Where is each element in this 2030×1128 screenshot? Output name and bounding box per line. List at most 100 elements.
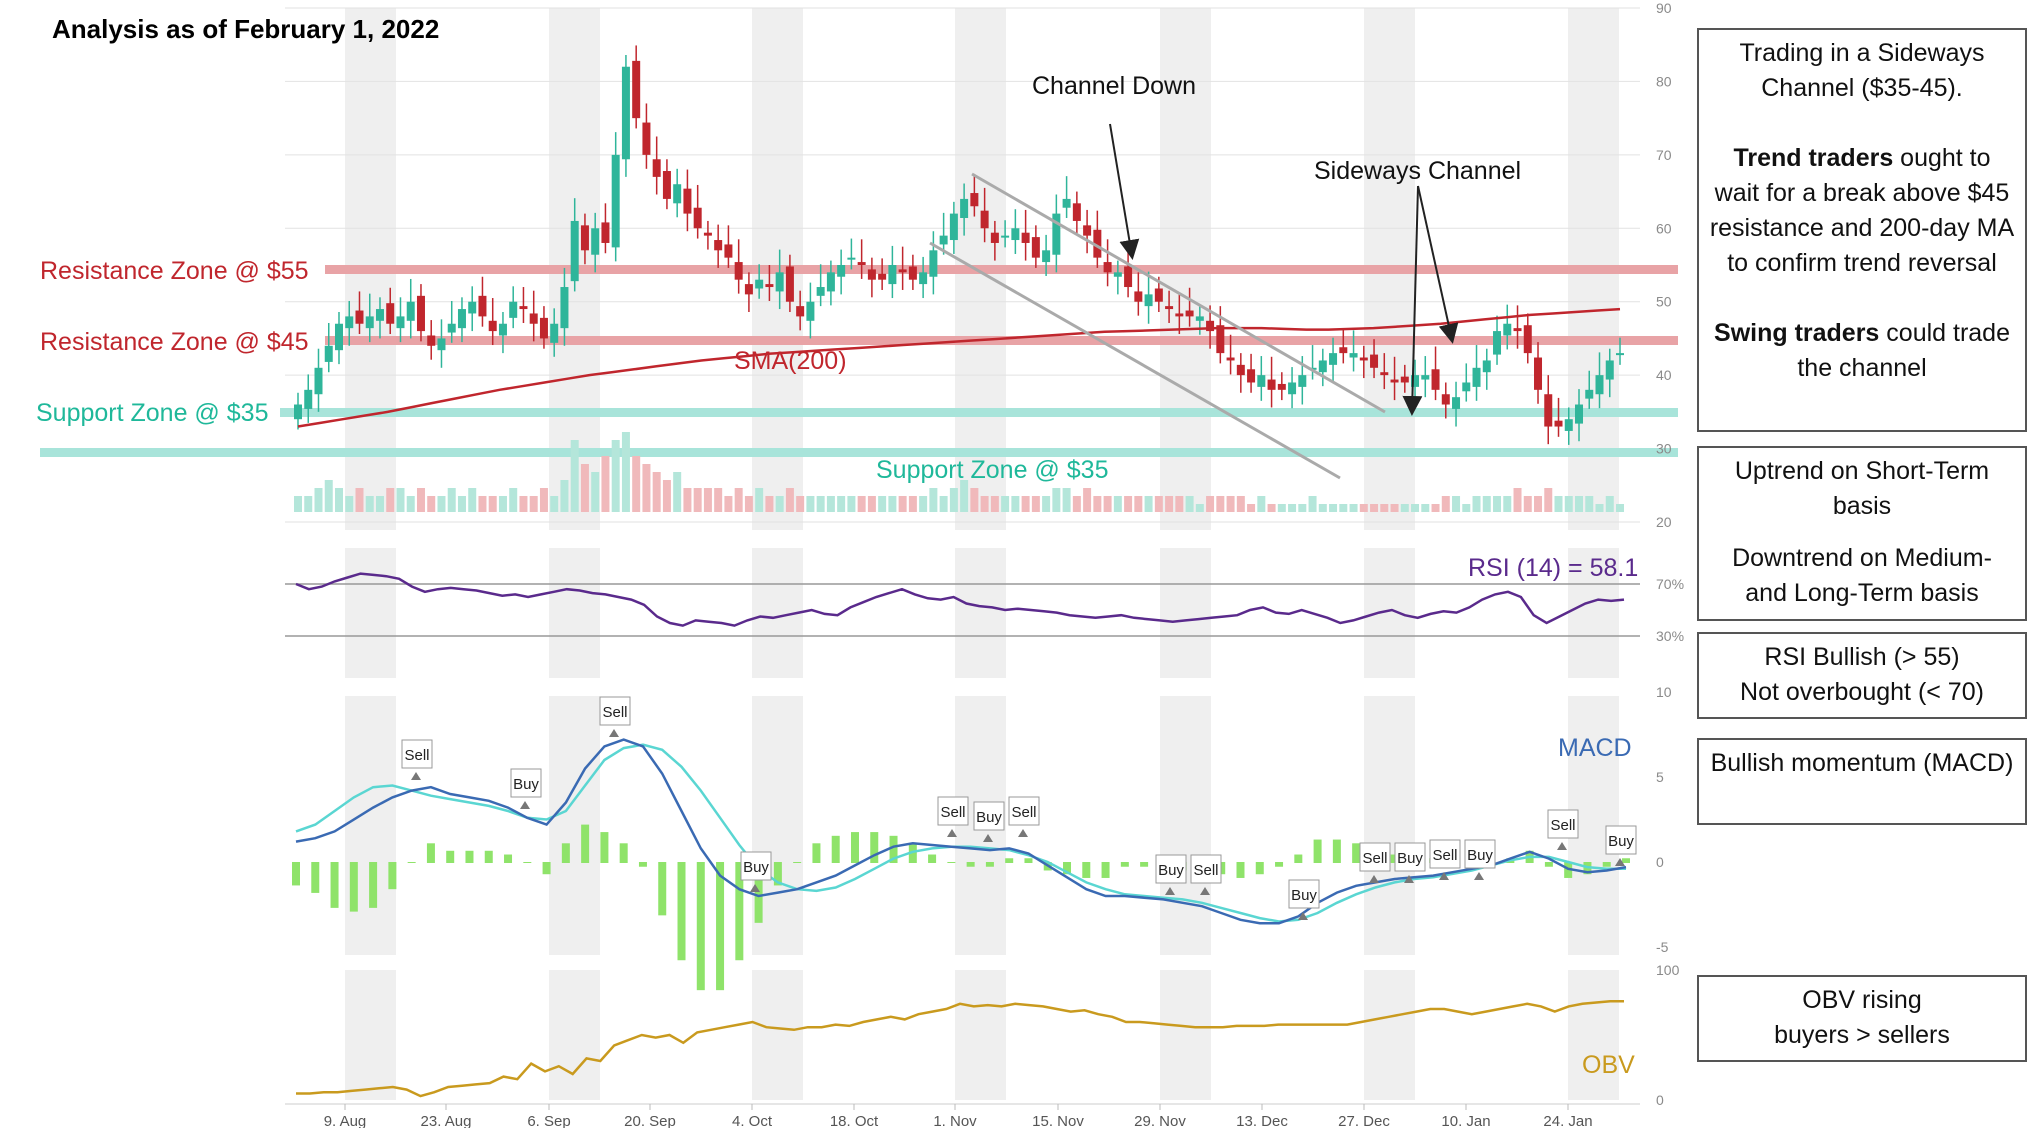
volume-bar	[355, 488, 364, 512]
candle-body	[1257, 375, 1266, 387]
macd-tick-label: 0	[1656, 854, 1664, 870]
candle-body	[1206, 320, 1215, 332]
volume-bar	[1318, 504, 1327, 512]
candle-body	[1595, 375, 1604, 395]
macd-signal-flag: Buy	[1464, 839, 1496, 880]
candle-body	[867, 269, 876, 280]
volume-bar	[1052, 488, 1061, 512]
volume-bar	[468, 488, 477, 512]
candle-body	[365, 316, 374, 329]
flag-marker	[1298, 912, 1308, 920]
flag-marker	[1557, 842, 1567, 850]
candle-body	[1585, 389, 1594, 399]
candle-body	[1175, 313, 1184, 317]
volume-bar	[1329, 504, 1338, 512]
candle-body	[1564, 419, 1573, 431]
volume-bar	[1493, 496, 1502, 512]
candle-body	[406, 301, 415, 321]
candle-body	[724, 244, 733, 258]
candle-body	[550, 323, 559, 343]
price-tick-label: 70	[1656, 147, 1672, 163]
volume-bar	[1441, 496, 1450, 512]
volume-bar	[847, 496, 856, 512]
candle-body	[1031, 237, 1040, 258]
volume-bar	[785, 488, 794, 512]
macd-signal-flag: Sell	[1547, 809, 1579, 850]
volume-bar	[724, 496, 733, 512]
x-tick-label: 27. Dec	[1338, 1113, 1390, 1128]
price-tick-label: 80	[1656, 73, 1672, 89]
volume-bar	[406, 496, 415, 512]
macd-histogram-bar	[1255, 862, 1264, 875]
macd-histogram-bar	[793, 862, 802, 863]
rsi-box: RSI Bullish (> 55) Not overbought (< 70)	[1697, 632, 2027, 719]
candle-body	[1298, 375, 1307, 387]
candle-body	[642, 122, 651, 155]
volume-bar	[755, 488, 764, 512]
channel-down-lower-line	[929, 241, 1341, 480]
sideways-channel-label: Sideways Channel	[1314, 157, 1521, 185]
candle-body	[1462, 382, 1471, 392]
candle-body	[898, 269, 907, 273]
volume-bar	[447, 488, 456, 512]
candle-body	[591, 228, 600, 255]
candle-body	[314, 367, 323, 395]
candle-body	[1134, 291, 1143, 302]
flag-label: Buy	[1291, 887, 1317, 904]
candle-body	[1605, 360, 1614, 380]
volume-bar	[1503, 496, 1512, 512]
volume-bar	[427, 496, 436, 512]
macd-histogram-bar	[850, 832, 859, 863]
volume-bar	[806, 496, 815, 512]
macd-signal-flag: Buy	[973, 801, 1005, 842]
macd-histogram-bar	[581, 824, 590, 863]
macd-signal-flag: Buy	[1155, 854, 1187, 895]
volume-bar	[1277, 504, 1286, 512]
candle-body	[765, 284, 774, 288]
volume-bar	[1226, 496, 1235, 512]
candle-body	[621, 66, 630, 160]
candle-body	[857, 262, 866, 265]
macd-label: MACD	[1558, 734, 1632, 762]
candle-body	[1370, 354, 1379, 368]
macd-histogram-bar	[388, 862, 397, 890]
candle-body	[416, 295, 425, 332]
macd-histogram-bar	[619, 843, 628, 863]
volume-bar	[1072, 496, 1081, 512]
flag-label: Sell	[1432, 847, 1457, 864]
volume-bar	[693, 488, 702, 512]
flag-label: Buy	[1467, 847, 1493, 864]
candle-body	[1052, 213, 1061, 255]
macd-histogram-bar	[928, 854, 937, 863]
candle-body	[1062, 198, 1071, 208]
support-band-35-upper	[280, 408, 1678, 417]
trend-traders-text: ought to wait for a break above $45 resi…	[1709, 144, 2015, 277]
volume-bar	[1390, 504, 1399, 512]
macd-histogram-bar	[484, 850, 493, 863]
obv-tick-label: 0	[1656, 1092, 1664, 1108]
chart-title: Analysis as of February 1, 2022	[52, 14, 439, 44]
candle-body	[1472, 367, 1481, 387]
candle-body	[345, 316, 354, 329]
macd-histogram-bar	[561, 843, 570, 863]
candle-body	[1277, 383, 1286, 390]
macd-tick-label: 5	[1656, 769, 1664, 785]
macd-histogram-bar	[1294, 854, 1303, 863]
volume-bar	[1021, 496, 1030, 512]
macd-signal-flags: Sell Buy Sell Buy Sell Buy Sell Buy Sell Buy Sell B…	[401, 696, 1637, 920]
x-tick-label: 6. Sep	[527, 1113, 570, 1128]
sideways-arrow-right	[1417, 185, 1459, 344]
flag-marker	[750, 884, 760, 892]
volume-bar	[765, 496, 774, 512]
candle-body	[1011, 228, 1020, 241]
flag-marker	[1615, 858, 1625, 866]
candle-body	[437, 338, 446, 351]
volume-bar	[386, 488, 395, 512]
x-tick-label: 20. Sep	[624, 1113, 676, 1128]
volume-bar	[1534, 496, 1543, 512]
candle-body	[304, 389, 313, 409]
channel-down-label: Channel Down	[1032, 72, 1196, 100]
macd-histogram-bar	[1544, 862, 1553, 867]
candle-body	[1288, 382, 1297, 395]
volume-bar	[1247, 504, 1256, 512]
